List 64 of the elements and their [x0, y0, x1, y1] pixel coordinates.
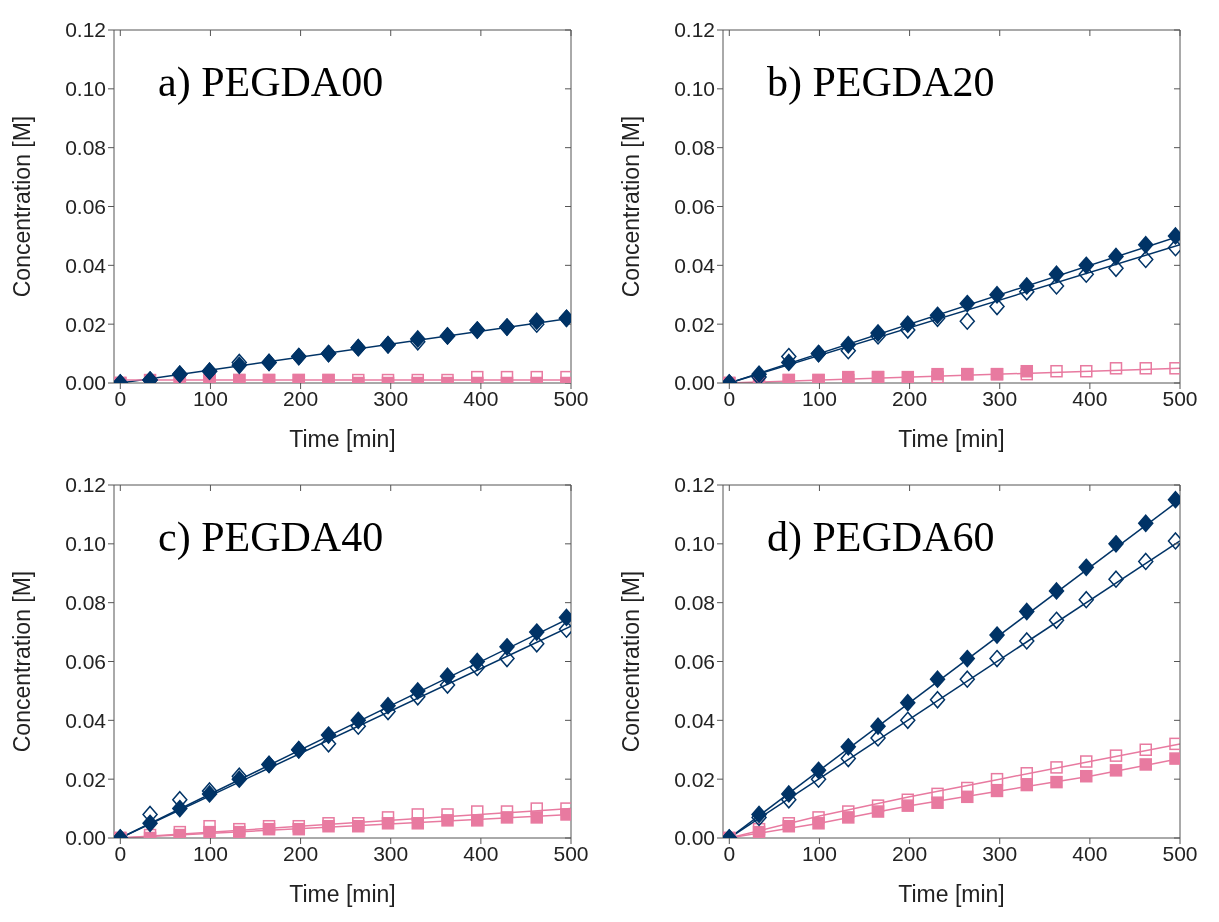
- x-tick-label: 0: [114, 841, 127, 865]
- x-tick-label: 500: [553, 841, 589, 865]
- x-tick-label: 200: [283, 841, 319, 865]
- y-tick-label: 0.08: [674, 591, 715, 615]
- x-tick-label: 400: [463, 386, 499, 410]
- y-tick-label: 0.04: [65, 708, 107, 732]
- y-tick-label: 0.08: [65, 591, 106, 615]
- y-tick-label: 0.12: [674, 473, 715, 497]
- y-tick-label: 0.00: [65, 826, 106, 850]
- x-tick-label: 500: [1162, 386, 1198, 410]
- y-tick-label: 0.08: [674, 136, 715, 160]
- x-tick-label: 0: [114, 386, 127, 410]
- y-tick-label: 0.10: [65, 532, 106, 556]
- y-tick-label: 0.04: [674, 253, 716, 277]
- text: b) PEGDA20: [767, 58, 995, 106]
- x-tick-label: 100: [801, 386, 837, 410]
- text: d) PEGDA60: [767, 513, 995, 561]
- x-tick-label: 200: [283, 386, 319, 410]
- x-tick-label: 400: [1072, 841, 1108, 865]
- x-tick-label: 100: [192, 386, 228, 410]
- y-tick-label: 0.12: [65, 18, 106, 42]
- y-tick-label: 0.02: [65, 312, 106, 336]
- x-tick-label: 0: [723, 386, 736, 410]
- x-tick-label: 100: [192, 841, 228, 865]
- y-tick-label: 0.00: [65, 371, 106, 395]
- x-tick-label: 500: [553, 386, 589, 410]
- y-tick-label: 0.12: [674, 18, 715, 42]
- y-axis-title: Concentration [M]: [618, 115, 645, 298]
- y-tick-label: 0.00: [674, 371, 715, 395]
- y-tick-label: 0.04: [674, 708, 716, 732]
- x-tick-label: 0: [723, 841, 736, 865]
- y-tick-label: 0.04: [65, 253, 107, 277]
- x-tick-label: 100: [801, 841, 837, 865]
- y-tick-label: 0.06: [65, 649, 106, 673]
- x-axis-title: Time [min]: [898, 426, 1005, 452]
- y-tick-label: 0.08: [65, 136, 106, 160]
- y-tick-label: 0.10: [674, 532, 715, 556]
- text: c) PEGDA40: [158, 513, 384, 561]
- y-tick-label: 0.10: [65, 77, 106, 101]
- x-tick-label: 300: [373, 386, 409, 410]
- x-axis-title: Time [min]: [289, 426, 396, 452]
- y-axis-title: Concentration [M]: [618, 570, 645, 753]
- x-tick-label: 300: [982, 386, 1018, 410]
- y-axis-title: Concentration [M]: [9, 115, 36, 298]
- x-tick-label: 300: [373, 841, 409, 865]
- y-tick-label: 0.02: [674, 767, 715, 791]
- x-axis-title: Time [min]: [898, 881, 1005, 907]
- y-tick-label: 0.00: [674, 826, 715, 850]
- x-tick-label: 200: [892, 386, 928, 410]
- y-tick-label: 0.10: [674, 77, 715, 101]
- x-tick-label: 300: [982, 841, 1018, 865]
- x-axis-title: Time [min]: [289, 881, 396, 907]
- y-tick-label: 0.12: [65, 473, 106, 497]
- text: a) PEGDA00: [158, 58, 384, 106]
- y-axis-title: Concentration [M]: [9, 570, 36, 753]
- y-tick-label: 0.02: [674, 312, 715, 336]
- x-tick-label: 400: [1072, 386, 1108, 410]
- y-tick-label: 0.02: [65, 767, 106, 791]
- y-tick-label: 0.06: [65, 194, 106, 218]
- x-tick-label: 200: [892, 841, 928, 865]
- y-tick-label: 0.06: [674, 194, 715, 218]
- y-tick-label: 0.06: [674, 649, 715, 673]
- x-tick-label: 400: [463, 841, 499, 865]
- x-tick-label: 500: [1162, 841, 1198, 865]
